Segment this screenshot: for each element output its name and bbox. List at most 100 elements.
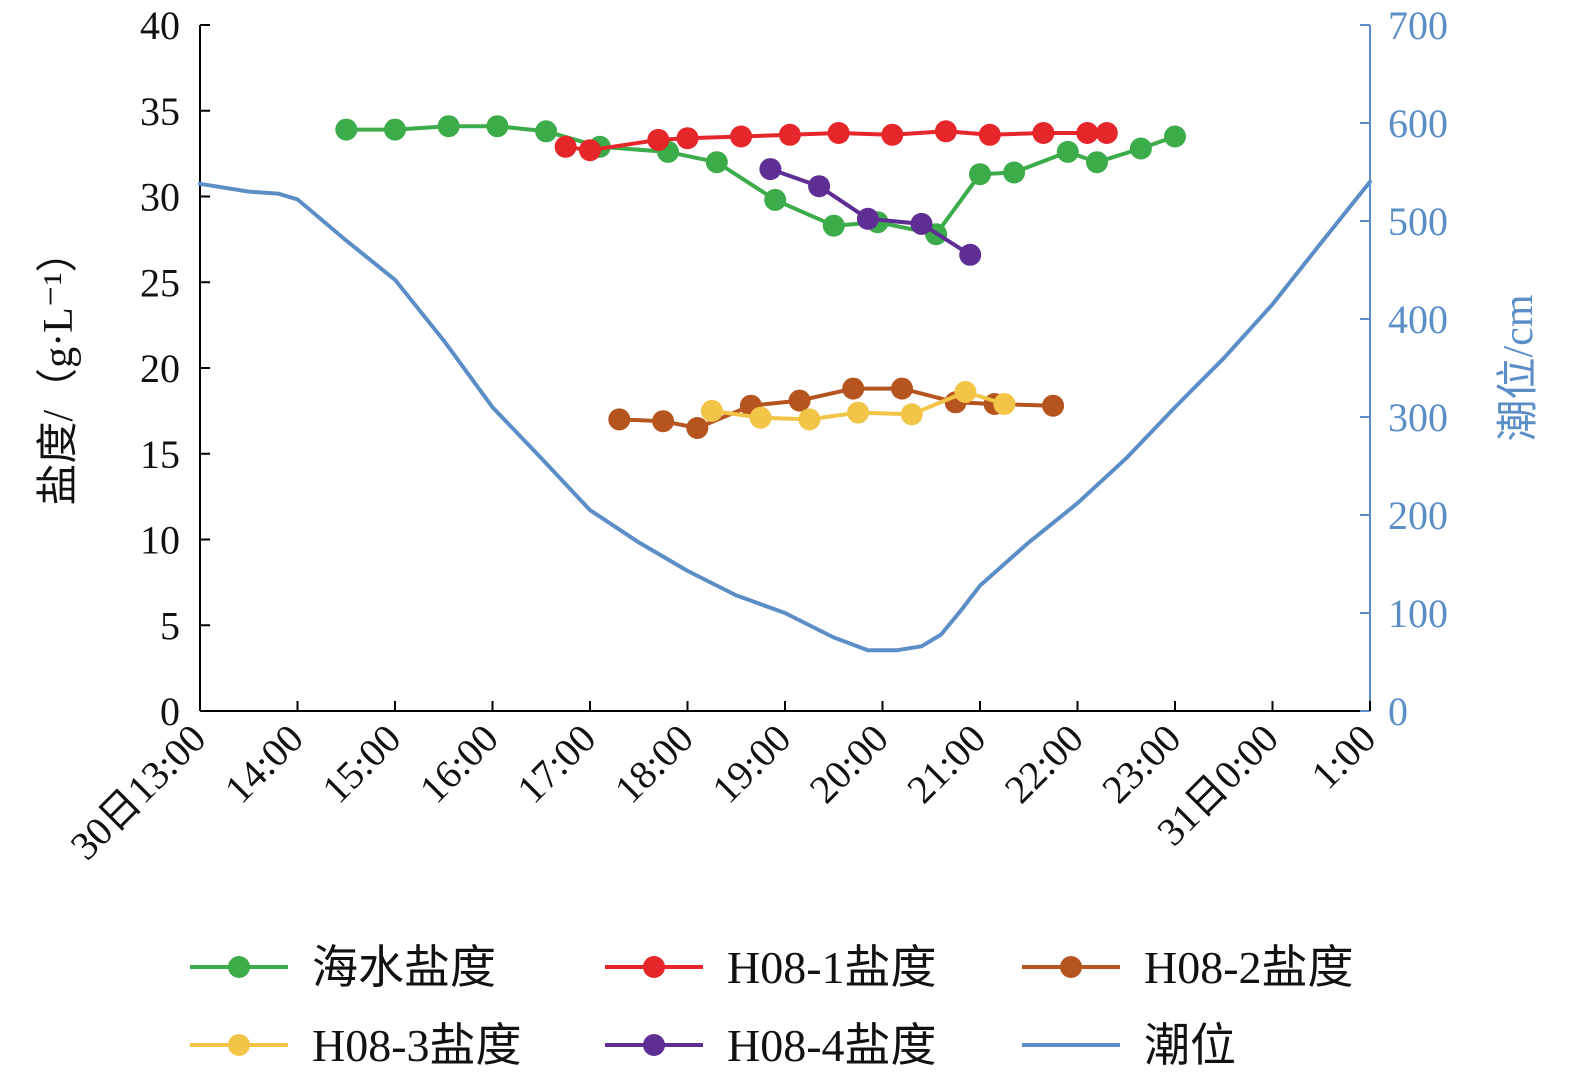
legend-label: H08-1盐度 (727, 942, 937, 993)
y-right-tick-label: 500 (1388, 199, 1448, 244)
data-point-h08-3 (798, 408, 821, 431)
data-point-h08-1 (881, 123, 904, 146)
legend-item: 潮位 (1022, 1020, 1236, 1071)
y-left-tick-label: 40 (140, 3, 180, 48)
data-point-h08-2 (686, 417, 709, 439)
x-tick-label: 14:00 (216, 716, 312, 812)
data-point-tide (437, 115, 460, 138)
x-tick-label: 17:00 (508, 716, 604, 812)
x-tick-label: 18:00 (606, 716, 702, 812)
data-point-h08-1 (579, 139, 601, 162)
data-point-tide (535, 120, 558, 143)
data-point-h08-2 (652, 410, 675, 433)
series-line-tide (198, 179, 1372, 653)
data-point-h08-1 (1076, 122, 1099, 144)
y-left-tick-label: 15 (140, 432, 180, 477)
x-tick-label: 22:00 (996, 716, 1092, 812)
data-point-tide (764, 188, 787, 211)
data-point-h08-1 (676, 127, 699, 150)
data-point-tide (1129, 137, 1152, 160)
legend-label: H08-4盐度 (727, 1020, 937, 1071)
data-point-h08-4 (808, 175, 831, 198)
data-point-h08-4 (959, 243, 982, 266)
data-point-tide (486, 115, 509, 138)
data-point-h08-2 (842, 377, 865, 400)
data-point-h08-2 (1042, 394, 1065, 417)
data-point-h08-3 (749, 406, 772, 429)
legend-swatch-marker (228, 1034, 250, 1056)
data-point-tide (822, 214, 845, 237)
y-left-tick-label: 20 (140, 346, 180, 391)
legend-swatch-marker (643, 1034, 665, 1056)
data-point-h08-3 (954, 381, 977, 403)
data-point-h08-1 (1032, 122, 1055, 144)
data-point-h08-3 (700, 399, 723, 422)
legend-label: H08-2盐度 (1144, 942, 1354, 993)
y-right-tick-label: 0 (1388, 689, 1408, 734)
data-point-h08-4 (759, 158, 782, 181)
legend-swatch-marker (228, 956, 250, 978)
y-left-axis-title: 盐度/（g·L⁻¹） (36, 230, 82, 505)
x-tick-label: 30日13:00 (62, 716, 215, 869)
legend-label: 海水盐度 (312, 942, 496, 993)
x-tick-label: 15:00 (313, 716, 409, 812)
y-left-tick-label: 25 (140, 260, 180, 305)
data-point-h08-2 (608, 408, 631, 431)
legend-label: H08-3盐度 (312, 1020, 522, 1071)
data-point-h08-2 (788, 389, 811, 412)
data-point-h08-1 (827, 122, 850, 144)
data-point-tide (1086, 151, 1108, 174)
data-point-tide (1056, 140, 1079, 163)
data-point-h08-1 (730, 125, 753, 148)
x-tick-label: 1:00 (1302, 716, 1384, 798)
series-line-h08-2 (617, 386, 1056, 430)
data-point-h08-4 (910, 212, 933, 235)
x-tick-label: 20:00 (801, 716, 897, 812)
data-point-h08-1 (554, 135, 577, 158)
y-left-tick-label: 30 (140, 175, 180, 220)
y-left-tick-label: 5 (160, 603, 180, 648)
series-line-tide (344, 124, 1177, 237)
legend-item: H08-4盐度 (605, 1020, 937, 1071)
data-point-tide (705, 151, 728, 174)
y-left-tick-label: 10 (140, 518, 180, 563)
legend-item: 海水盐度 (190, 942, 496, 993)
x-tick-label: 16:00 (411, 716, 507, 812)
y-right-tick-label: 400 (1388, 297, 1448, 342)
data-point-h08-1 (778, 123, 801, 146)
x-tick-label: 19:00 (703, 716, 799, 812)
data-point-tide (1164, 125, 1186, 148)
y-right-tick-label: 600 (1388, 101, 1448, 146)
legend-swatch-marker (1060, 956, 1082, 978)
legend-swatch-marker (643, 956, 665, 978)
legend-item: H08-2盐度 (1022, 942, 1354, 993)
data-point-h08-2 (891, 377, 913, 400)
data-point-tide (335, 118, 358, 141)
legend-item: H08-3盐度 (190, 1020, 522, 1071)
legend-item: H08-1盐度 (605, 942, 937, 993)
legend: 海水盐度 H08-1盐度 H08-2盐度 H08-3盐度 H08-4盐度 潮位 (190, 942, 1354, 1071)
y-left-tick-label: 0 (160, 689, 180, 734)
series-layer (198, 115, 1372, 653)
x-tick-label: 21:00 (898, 716, 994, 812)
data-point-h08-3 (993, 393, 1016, 415)
y-right-tick-label: 700 (1388, 3, 1448, 48)
y-right-axis-title: 潮位/cm (1495, 294, 1542, 441)
data-point-tide (969, 163, 991, 186)
y-right-tick-label: 100 (1388, 591, 1448, 636)
legend-label: 潮位 (1144, 1020, 1236, 1071)
data-point-h08-1 (934, 120, 957, 143)
data-point-h08-4 (856, 207, 879, 230)
data-point-tide (384, 118, 406, 141)
data-point-h08-1 (978, 123, 1001, 146)
data-point-h08-3 (900, 403, 923, 426)
data-point-tide (1003, 161, 1026, 184)
y-left-tick-label: 35 (140, 89, 180, 134)
y-right-tick-label: 200 (1388, 493, 1448, 538)
data-point-h08-1 (647, 128, 670, 151)
y-right-tick-label: 300 (1388, 395, 1448, 440)
data-point-h08-3 (847, 401, 870, 424)
data-point-h08-1 (1095, 122, 1118, 144)
